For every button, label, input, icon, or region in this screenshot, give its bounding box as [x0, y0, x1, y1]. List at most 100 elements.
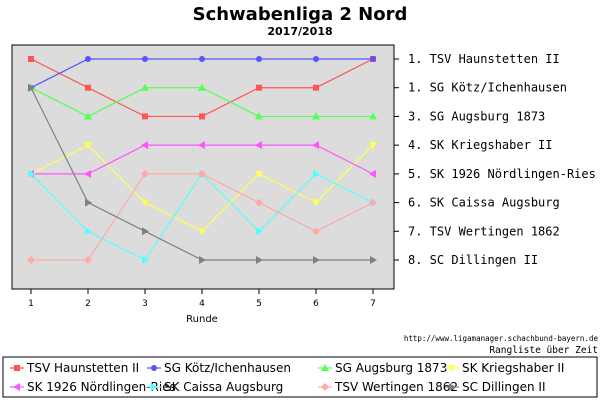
legend-label: SG Augsburg 1873 [335, 361, 447, 375]
data-point [28, 169, 35, 178]
rank-label: 7. TSV Wertingen 1862 [408, 224, 560, 238]
series-layer [27, 56, 377, 264]
x-tick-label: 7 [370, 299, 376, 309]
legend-label: SK Caissa Augsburg [164, 380, 283, 394]
data-point [84, 169, 91, 178]
legend-item: TSV Haunstetten II [10, 361, 139, 375]
rank-label: 1. TSV Haunstetten II [408, 52, 560, 66]
legend-item: SG Augsburg 1873 [318, 361, 447, 375]
data-point [313, 169, 320, 178]
data-point [141, 141, 148, 150]
legend-marker [321, 364, 329, 371]
data-point [313, 84, 319, 91]
data-point [85, 84, 91, 91]
rank-label: 1. SG Kötz/Ichenhausen [408, 81, 567, 95]
data-point [199, 256, 206, 264]
x-tick-label: 4 [199, 299, 205, 309]
legend-marker [321, 383, 329, 391]
chart-subtitle: 2017/2018 [267, 25, 332, 38]
legend-label: TSV Haunstetten II [26, 361, 139, 375]
legend-item: SK Caissa Augsburg [147, 380, 283, 394]
x-tick-label: 1 [28, 299, 34, 309]
legend-item: TSV Wertingen 1862 [318, 380, 458, 394]
data-point [255, 112, 263, 120]
data-point [84, 142, 92, 150]
data-point [255, 170, 263, 178]
data-point [84, 112, 92, 120]
rank-label: 6. SK Caissa Augsburg [408, 196, 560, 210]
legend-label: SC Dillingen II [462, 380, 546, 394]
data-point [28, 83, 35, 92]
data-point [369, 198, 377, 207]
legend: TSV Haunstetten II SG Kötz/Ichenhausen SG … [10, 361, 564, 394]
x-tick-label: 3 [142, 299, 148, 309]
data-point [256, 256, 263, 264]
x-tick-label: 2 [85, 299, 91, 309]
series-7 [27, 169, 377, 264]
data-point [369, 169, 376, 178]
data-point [85, 227, 92, 236]
data-point [199, 56, 205, 62]
data-point [256, 56, 262, 62]
data-point [369, 112, 377, 120]
legend-box [2, 356, 598, 398]
data-point [198, 228, 206, 236]
legend-label: SK 1926 Nördlingen-Ries [27, 380, 176, 394]
data-point [141, 83, 149, 91]
x-axis-label: Runde [186, 314, 218, 325]
legend-label: TSV Wertingen 1862 [334, 380, 458, 394]
rank-axis: 1. TSV Haunstetten II 1. SG Kötz/Ichenhau… [393, 45, 596, 289]
data-point [369, 142, 377, 150]
x-tick-label: 5 [256, 299, 262, 309]
rank-label: 4. SK Kriegshaber II [408, 138, 553, 152]
data-point [255, 141, 262, 150]
data-point [141, 199, 149, 207]
x-axis: 1 2 3 4 5 6 7 [28, 289, 376, 309]
data-point [142, 256, 149, 264]
data-point [312, 141, 319, 150]
data-point [84, 256, 92, 264]
rank-label: 5. SK 1926 Nördlingen-Ries [408, 167, 596, 181]
legend-marker [14, 365, 20, 371]
data-point [312, 199, 320, 207]
legend-marker [449, 383, 456, 391]
legend-item: SK Kriegshaber II [445, 361, 564, 375]
data-point [370, 56, 376, 62]
plot-area [11, 44, 395, 290]
data-point [256, 227, 263, 236]
legend-item: SC Dillingen II [445, 380, 546, 394]
rank-label: 3. SG Augsburg 1873 [408, 109, 545, 123]
data-point [85, 56, 91, 62]
data-point [198, 83, 206, 91]
data-point [27, 256, 35, 264]
legend-marker [151, 383, 158, 391]
legend-item: SK 1926 Nördlingen-Ries [10, 380, 176, 394]
data-point [142, 113, 148, 120]
legend-label: SK Kriegshaber II [462, 361, 564, 375]
legend-marker [151, 365, 157, 371]
data-point [313, 256, 320, 264]
data-point [142, 227, 149, 236]
data-point [312, 227, 320, 236]
data-point [142, 56, 148, 62]
series-5 [27, 141, 376, 178]
data-point [141, 169, 149, 178]
data-point [312, 112, 320, 120]
data-point [256, 84, 262, 91]
x-tick-label: 6 [313, 299, 319, 309]
data-point [255, 198, 263, 207]
data-point [28, 56, 34, 62]
legend-marker [448, 365, 456, 372]
chart-caption: Rangliste über Zeit [489, 345, 598, 356]
data-point [313, 56, 319, 62]
rank-label: 8. SC Dillingen II [408, 253, 538, 267]
data-point [198, 169, 206, 178]
legend-label: SG Kötz/Ichenhausen [164, 361, 291, 375]
data-point [198, 141, 205, 150]
series-8 [28, 83, 377, 264]
legend-marker [13, 383, 20, 391]
data-point [370, 256, 377, 264]
data-point [85, 198, 92, 207]
data-point [199, 113, 205, 120]
